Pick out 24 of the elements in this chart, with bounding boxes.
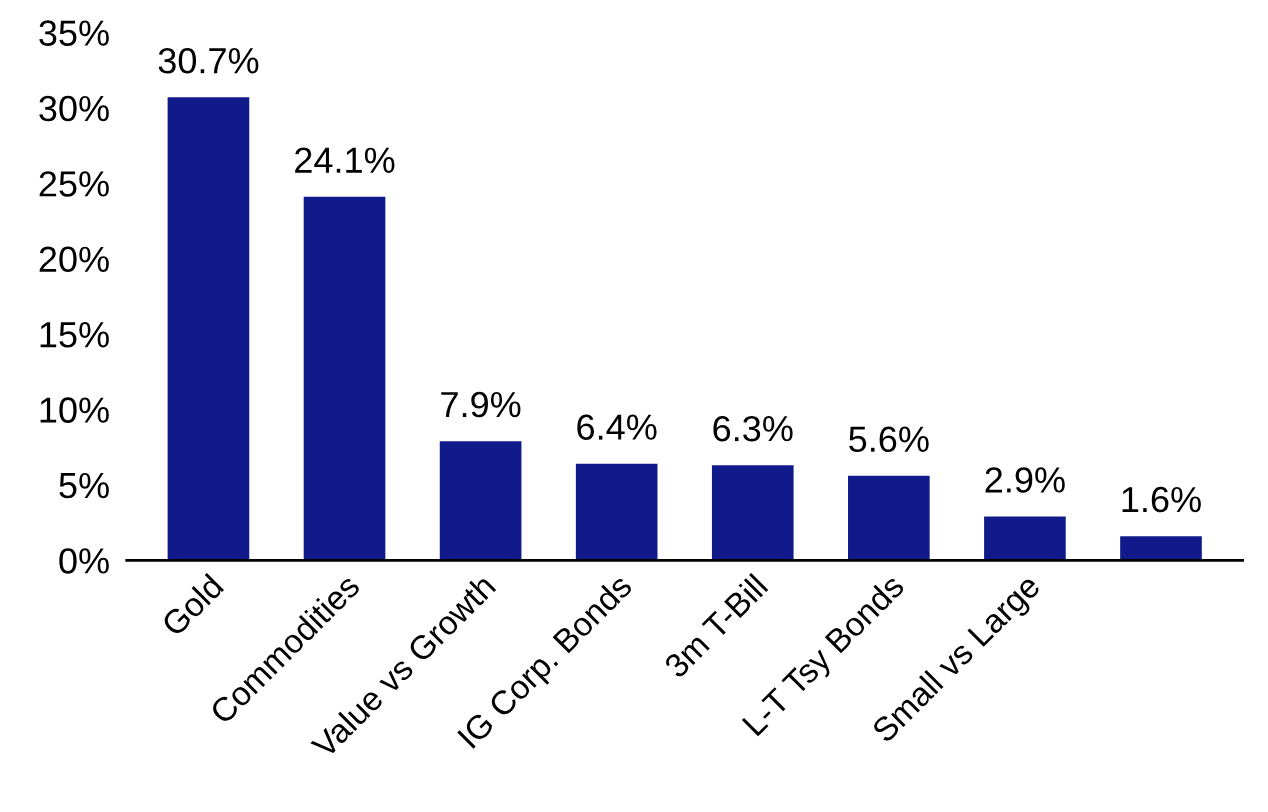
bar [848,475,930,561]
y-tick-label: 10% [40,397,109,423]
y-tick-label: 35% [39,20,109,46]
y-tick-label: 30% [39,95,109,122]
data-label: 5.6% [849,426,929,453]
data-label: 7.9% [441,391,521,418]
bar [303,196,386,561]
bar [167,97,250,561]
y-tick-label: 5% [59,472,109,499]
y-tick-label: 25% [39,171,109,197]
bar [439,441,522,561]
y-tick-label: 0% [59,548,109,574]
bar [1120,536,1202,561]
data-label: 24.1% [295,147,395,173]
data-label: 6.3% [713,415,793,442]
bar [984,516,1066,561]
bar [575,463,658,561]
data-label: 6.4% [577,414,657,440]
bar [711,465,794,561]
data-label: 2.9% [985,467,1065,493]
data-label: 30.7% [158,47,259,74]
y-tick-label: 15% [40,322,109,348]
y-tick-label: 20% [39,246,109,273]
data-label: 1.6% [1122,486,1201,513]
